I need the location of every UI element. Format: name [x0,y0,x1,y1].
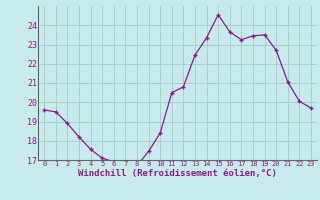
X-axis label: Windchill (Refroidissement éolien,°C): Windchill (Refroidissement éolien,°C) [78,169,277,178]
